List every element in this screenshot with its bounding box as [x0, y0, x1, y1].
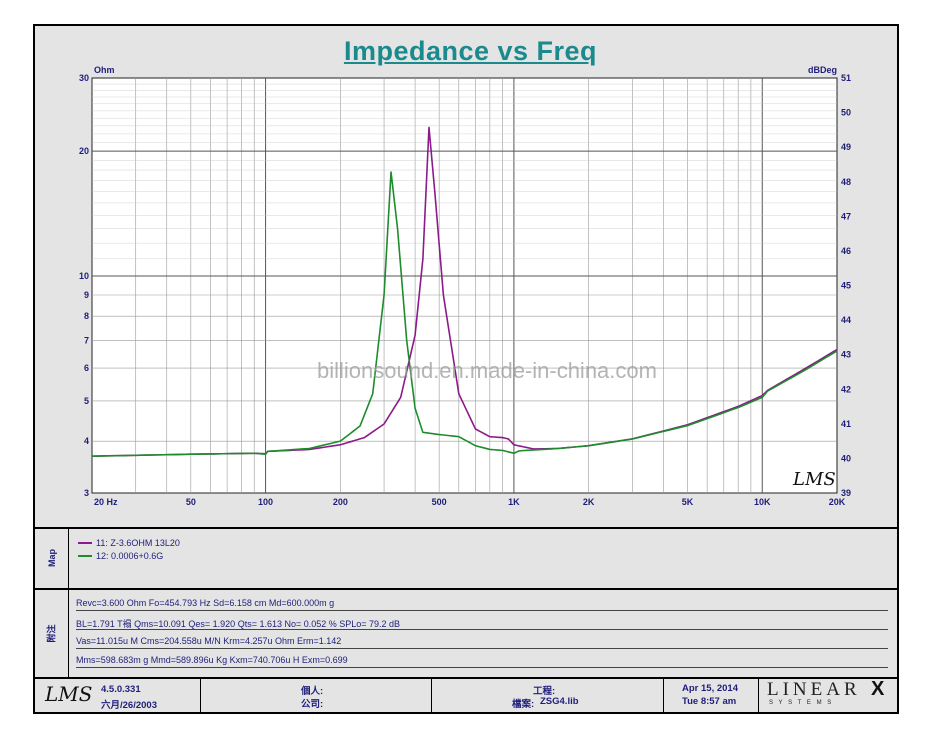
footer-date: Apr 15, 2014: [682, 683, 738, 694]
param-row-2: BL=1.791 T褟 Qms=10.091 Qes= 1.920 Qts= 1…: [76, 619, 401, 629]
legend-panel-top-rule: [35, 527, 897, 529]
footer-company-label: 公司:: [301, 699, 324, 710]
y-left-tick-label: 5: [84, 396, 89, 406]
y-right-unit: dBDeg: [808, 65, 837, 75]
y-right-tick-label: 46: [841, 246, 851, 256]
x-tick-label: 500: [432, 497, 447, 507]
x-tick-label: 1K: [508, 497, 520, 507]
footer-person-label: 個人:: [301, 686, 324, 697]
legend-swatch-1: [78, 542, 92, 544]
params-panel-top-rule: [35, 588, 897, 590]
y-left-tick-label: 3: [84, 488, 89, 498]
param-row-4: Mms=598.683m g Mmd=589.896u Kg Kxm=740.7…: [76, 655, 348, 665]
footer-project-cell: 工程: 檔案: ZSG4.lib: [431, 678, 663, 712]
legend-item-1: 11: Z-3.6OHM 13L20: [78, 538, 180, 548]
y-left-unit: Ohm: [94, 65, 115, 75]
y-right-tick-label: 48: [841, 177, 851, 187]
params-label: 附注: [46, 623, 57, 643]
grid: [92, 78, 837, 493]
footer-file-value: ZSG4.lib: [540, 696, 579, 707]
y-right-tick-label: 41: [841, 419, 851, 429]
footer-brand-cell: LINEAR X S Y S T E M S: [758, 678, 897, 712]
y-right-tick-label: 51: [841, 73, 851, 83]
y-right-tick-label: 43: [841, 350, 851, 360]
y-left-tick-label: 9: [84, 290, 89, 300]
param-rule-4: [76, 667, 888, 668]
legend-label-2: 12: 0.0006+0.6G: [96, 551, 164, 561]
x-tick-label: 5K: [682, 497, 694, 507]
param-rule-2: [76, 629, 888, 630]
series-line-2: [91, 171, 838, 457]
map-side-label: Map: [35, 528, 69, 588]
y-right-tick-label: 39: [841, 488, 851, 498]
map-label: Map: [46, 549, 57, 567]
y-left-tick-label: 4: [84, 436, 89, 446]
y-left-tick-label: 20: [79, 146, 89, 156]
x-tick-label: 10K: [754, 497, 771, 507]
y-right-tick-label: 49: [841, 142, 851, 152]
x-tick-label: 2K: [583, 497, 595, 507]
watermark: billionsound.en.made-in-china.com: [317, 358, 657, 383]
param-row-1: Revc=3.600 Ohm Fo=454.793 Hz Sd=6.158 cm…: [76, 598, 335, 608]
x-tick-label: 200: [333, 497, 348, 507]
y-right-axis-ticks: 39 40 41 42 43 44 45 46 47 48 49 50 51: [841, 73, 851, 498]
legend-item-2: 12: 0.0006+0.6G: [78, 551, 163, 561]
plot-lms-logo: LMS: [792, 469, 836, 490]
y-left-tick-label: 30: [79, 73, 89, 83]
x-tick-label: 20K: [829, 497, 846, 507]
y-right-tick-label: 40: [841, 453, 851, 463]
y-right-tick-label: 50: [841, 108, 851, 118]
param-row-3: Vas=11.015u M Cms=204.558u M/N Krm=4.257…: [76, 636, 342, 646]
footer-lms-logo: LMS: [45, 682, 93, 706]
y-right-tick-label: 42: [841, 384, 851, 394]
footer-brand: LINEAR: [767, 679, 861, 700]
plot-area: [91, 77, 838, 494]
footer-owner-cell: 個人: 公司:: [200, 678, 431, 712]
x-tick-label: 50: [186, 497, 196, 507]
y-left-tick-label: 7: [84, 335, 89, 345]
footer-version-cell: LMS 4.5.0.331 六月/26/2003: [35, 678, 200, 712]
y-left-tick-label: 8: [84, 311, 89, 321]
footer-brand-x: X: [871, 678, 885, 700]
footer-date-cell: Apr 15, 2014 Tue 8:57 am: [663, 678, 758, 712]
footer-top-rule: [35, 677, 897, 679]
y-right-tick-label: 47: [841, 211, 851, 221]
y-right-tick-label: 44: [841, 315, 851, 325]
series-lines: [91, 126, 838, 457]
params-side-label: 附注: [35, 589, 69, 677]
footer-time: Tue 8:57 am: [682, 696, 737, 707]
y-left-tick-label: 6: [84, 363, 89, 373]
y-left-axis-ticks: 3 4 5 6 7 8 9 10 20 30: [79, 73, 89, 498]
chart-title: Impedance vs Freq: [343, 36, 598, 66]
param-rule-1: [76, 610, 888, 611]
footer-version: 4.5.0.331: [101, 684, 141, 695]
legend-label-1: 11: Z-3.6OHM 13L20: [96, 538, 180, 548]
y-right-tick-label: 45: [841, 281, 851, 291]
footer-file-label: 檔案:: [512, 699, 535, 710]
y-left-tick-label: 10: [79, 271, 89, 281]
footer-version-date: 六月/26/2003: [101, 700, 157, 711]
footer-project-label: 工程:: [533, 686, 556, 697]
footer-brand-sub: S Y S T E M S: [769, 700, 834, 706]
param-rule-3: [76, 648, 888, 649]
x-tick-label: 100: [258, 497, 273, 507]
x-tick-label: 20 Hz: [94, 497, 118, 507]
legend-swatch-2: [78, 555, 92, 557]
x-axis-ticks: 20 Hz 50 100 200 500 1K 2K 5K 10K 20K: [94, 497, 846, 507]
